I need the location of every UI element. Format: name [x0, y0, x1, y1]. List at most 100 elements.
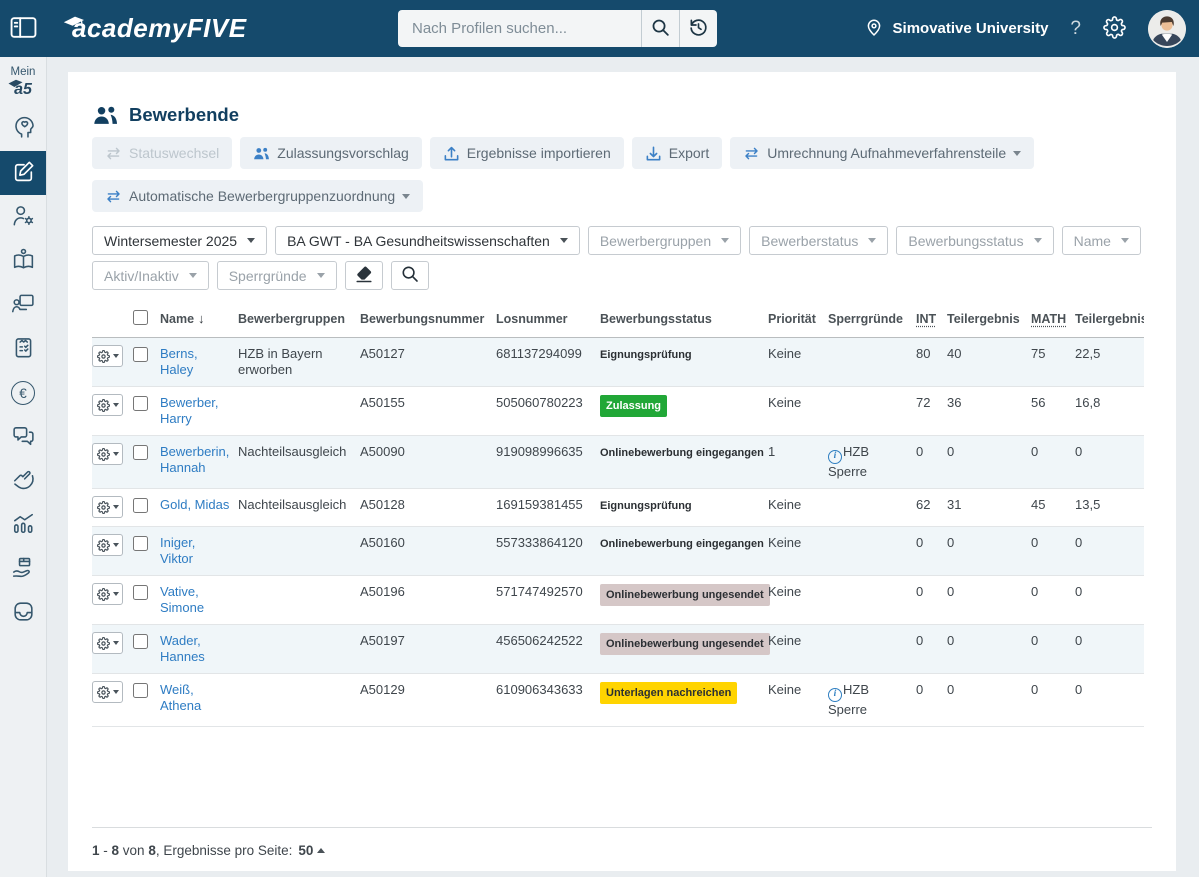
- filter-name[interactable]: Name: [1061, 226, 1141, 255]
- applicant-name-link[interactable]: Bewerberin, Hannah: [160, 444, 230, 475]
- col-name-label: Name: [160, 312, 195, 326]
- gear-icon: [96, 636, 110, 650]
- col-bewerbungsnummer[interactable]: Bewerbungsnummer: [360, 302, 496, 338]
- col-prioritaet[interactable]: Priorität: [768, 302, 828, 338]
- col-bewerbungsstatus[interactable]: Bewerbungsstatus: [600, 302, 768, 338]
- row-checkbox[interactable]: [133, 683, 148, 698]
- toolbar-button-ergebnisse-importieren[interactable]: Ergebnisse importieren: [429, 137, 624, 169]
- chevron-down-icon: [112, 505, 119, 509]
- filter-bewerbungsstatus[interactable]: Bewerbungsstatus: [896, 226, 1054, 255]
- sidebar-item-services[interactable]: [0, 459, 46, 503]
- applicant-name-link[interactable]: Wader, Hannes: [160, 633, 205, 664]
- settings-button[interactable]: [1103, 15, 1126, 42]
- cell-teilergebnis-math: 0: [1075, 624, 1144, 674]
- row-actions-button[interactable]: [92, 583, 123, 605]
- col-losnummer[interactable]: Losnummer: [496, 302, 600, 338]
- range-separator: -: [99, 843, 112, 858]
- sidebar-item-lecturers[interactable]: [0, 283, 46, 327]
- search-submit-button[interactable]: [641, 10, 679, 47]
- cell-int: 0: [916, 624, 947, 674]
- cell-teilergebnis-int: 31: [947, 488, 1031, 527]
- applicant-name-link[interactable]: Vative, Simone: [160, 584, 205, 615]
- filter-sperrgr-nde[interactable]: Sperrgründe: [216, 261, 337, 290]
- table-row: Bewerber, Harry A50155 505060780223 Zulassu…: [92, 386, 1144, 436]
- table-row: Vative, Simone A50196 571747492570 Onlinebe…: [92, 575, 1144, 625]
- applicant-name-link[interactable]: Gold, Midas: [160, 497, 230, 512]
- col-teilergebnis-math[interactable]: Teilergebnis: [1075, 302, 1144, 338]
- search-input[interactable]: [398, 10, 641, 47]
- toolbar-button-export[interactable]: Export: [631, 137, 723, 169]
- cell-teilergebnis-math: 0: [1075, 526, 1144, 576]
- col-bewerbergruppen[interactable]: Bewerbergruppen: [238, 302, 360, 338]
- toolbar-button-umrechnung-aufnahmeverfahrensteile[interactable]: Umrechnung Aufnahmeverfahrensteile: [730, 137, 1035, 169]
- applicant-name-link[interactable]: Iniger, Viktor: [160, 535, 196, 566]
- sidebar-item-bewerbende[interactable]: [0, 151, 46, 195]
- profile-heart-icon: [11, 115, 36, 143]
- col-int[interactable]: INT: [916, 302, 947, 338]
- filter-ba-gwt-ba-gesundheitswissenschaften[interactable]: BA GWT - BA Gesundheitswissenschaften: [275, 226, 580, 255]
- applicant-name-link[interactable]: Berns, Haley: [160, 346, 198, 377]
- cell-losnummer: 169159381455: [496, 488, 600, 527]
- clear-filters-button[interactable]: [344, 261, 383, 290]
- col-name[interactable]: Name ↓: [160, 302, 238, 338]
- sidebar-item-exams[interactable]: [0, 327, 46, 371]
- tenant-selector[interactable]: Simovative University: [864, 17, 1048, 41]
- sidebar-toggle-button[interactable]: [0, 16, 46, 42]
- help-button[interactable]: ?: [1070, 18, 1081, 40]
- col-teilergebnis-int[interactable]: Teilergebnis: [947, 302, 1031, 338]
- row-actions-button[interactable]: [92, 632, 123, 654]
- row-checkbox[interactable]: [133, 585, 148, 600]
- cell-int: 72: [916, 386, 947, 436]
- filter-bewerbergruppen[interactable]: Bewerbergruppen: [587, 226, 742, 255]
- row-checkbox[interactable]: [133, 498, 148, 513]
- sidebar-item-delivery[interactable]: [0, 547, 46, 591]
- sidebar-item-statistics[interactable]: [0, 503, 46, 547]
- row-actions-button[interactable]: [92, 681, 123, 703]
- row-actions-button[interactable]: [92, 443, 123, 465]
- download-icon: [646, 146, 661, 160]
- row-actions-button[interactable]: [92, 534, 123, 556]
- cell-int: 62: [916, 488, 947, 527]
- sidebar-item-mein-a5[interactable]: a5: [8, 79, 32, 99]
- col-sperrgruende[interactable]: Sperrgründe: [828, 302, 916, 338]
- panel-toggle-icon: [10, 16, 37, 42]
- app-logo[interactable]: academyFIVE: [63, 13, 247, 44]
- filter-bewerberstatus[interactable]: Bewerberstatus: [749, 226, 889, 255]
- user-avatar[interactable]: [1148, 9, 1186, 48]
- apply-search-button[interactable]: [390, 261, 429, 290]
- cell-sperrgruende: HZB Sperre: [828, 682, 869, 717]
- sidebar-item-profile[interactable]: [0, 107, 46, 151]
- sidebar-item-communication[interactable]: [0, 415, 46, 459]
- info-icon[interactable]: i: [828, 688, 842, 702]
- filter-row-2: Aktiv/Inaktiv Sperrgründe: [92, 261, 1152, 290]
- col-math[interactable]: MATH: [1031, 302, 1075, 338]
- select-all-checkbox[interactable]: [133, 310, 148, 325]
- row-checkbox[interactable]: [133, 396, 148, 411]
- edit-application-icon: [11, 159, 36, 187]
- row-checkbox[interactable]: [133, 347, 148, 362]
- applicant-name-link[interactable]: Bewerber, Harry: [160, 395, 219, 426]
- page-size-selector[interactable]: 50: [298, 843, 326, 858]
- toolbar-button-zulassungsvorschlag[interactable]: Zulassungsvorschlag: [240, 137, 422, 169]
- cell-math: 0: [1031, 526, 1075, 576]
- cell-bewerbungsnummer: A50160: [360, 526, 496, 576]
- row-actions-button[interactable]: [92, 394, 123, 416]
- sidebar-item-studies[interactable]: [0, 239, 46, 283]
- row-actions-button[interactable]: [92, 496, 123, 518]
- applicants-table: Name ↓ Bewerbergruppen Bewerbungsnummer L…: [92, 302, 1144, 727]
- toolbar-button-automatische-bewerbergruppenzuordnung[interactable]: Automatische Bewerbergruppenzuordnung: [92, 180, 424, 212]
- info-icon[interactable]: i: [828, 450, 842, 464]
- sidebar-item-person-settings[interactable]: [0, 195, 46, 239]
- sidebar-item-finance[interactable]: €: [0, 371, 46, 415]
- graduation-cap-icon: [63, 5, 85, 36]
- filter-wintersemester-2025[interactable]: Wintersemester 2025: [92, 226, 268, 255]
- row-actions-button[interactable]: [92, 345, 123, 367]
- row-checkbox[interactable]: [133, 634, 148, 649]
- sidebar-item-inbox[interactable]: [0, 591, 46, 635]
- filter-aktiv-inaktiv[interactable]: Aktiv/Inaktiv: [92, 261, 209, 290]
- row-checkbox[interactable]: [133, 445, 148, 460]
- row-checkbox[interactable]: [133, 536, 148, 551]
- applicant-name-link[interactable]: Weiß, Athena: [160, 682, 202, 713]
- sort-desc-icon[interactable]: ↓: [198, 311, 205, 326]
- search-history-button[interactable]: [679, 10, 717, 47]
